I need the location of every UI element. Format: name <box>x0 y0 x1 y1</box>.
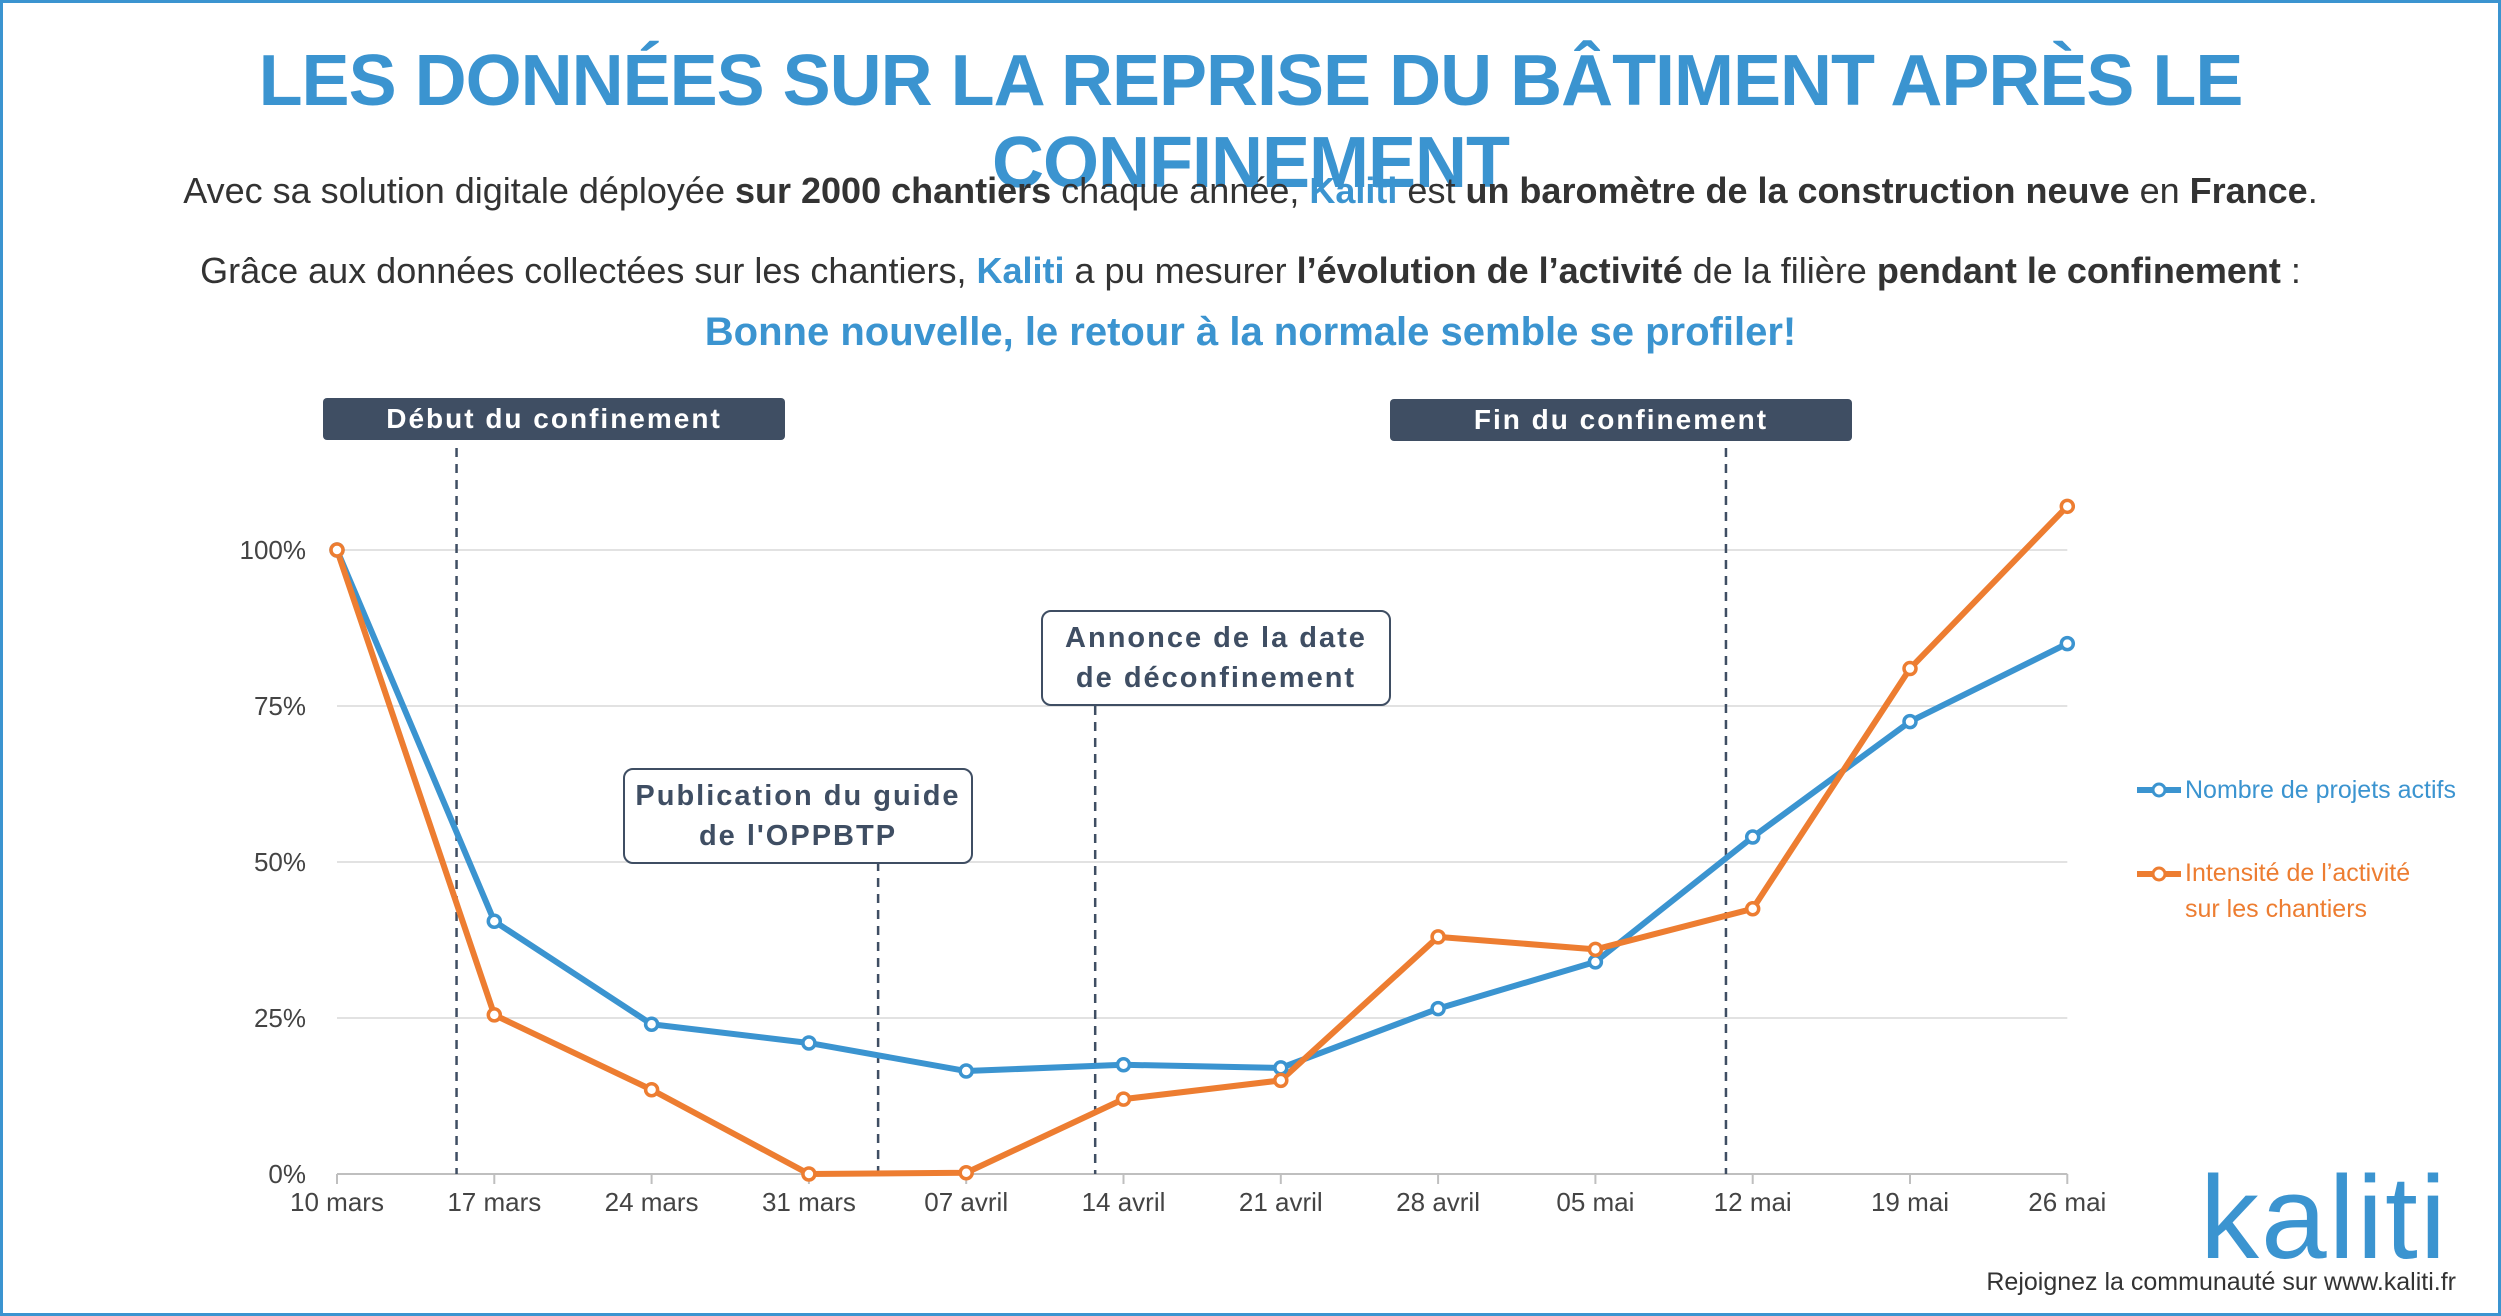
series-1-point <box>1902 713 1918 730</box>
series-1-point <box>2059 635 2076 652</box>
series-1-point <box>1587 954 1604 970</box>
intro2-text-e: de la filière <box>1682 250 1877 291</box>
series-2-point <box>1744 901 1761 917</box>
tick-layer: 0% 25% 50% 75% 100% 10 mars 17 mars 24 mars 31 m… <box>240 535 2107 1217</box>
series-2-point <box>2059 498 2076 515</box>
annonce-line-2: de déconfinement <box>1075 662 1357 694</box>
intro2-text-c: a pu mesurer <box>1064 250 1297 291</box>
x-tick-label: 05 mai <box>1556 1187 1634 1217</box>
legend-intensite-line-2: sur les chantiers <box>2185 895 2368 923</box>
legend-marker-blue <box>2151 782 2167 798</box>
series-1-point <box>1430 1000 1446 1017</box>
x-tick-label: 21 avril <box>1239 1187 1323 1217</box>
intro1-text-g: en <box>2129 170 2190 211</box>
x-tick-label: 07 avril <box>924 1187 1008 1217</box>
kaliti-logo: kaliti <box>2200 1152 2449 1284</box>
series-line-2 <box>334 503 2071 1177</box>
x-tick-label: 14 avril <box>1082 1187 1166 1217</box>
legend-marker-orange <box>2151 866 2167 882</box>
series-1-point <box>1273 1060 1289 1076</box>
legend-item-intensite: Intensité de l’activité sur les chantier… <box>2185 855 2410 927</box>
series-2-point <box>329 542 345 558</box>
series-line-1 <box>334 547 2071 1075</box>
label-debut-confinement: Début du confinement <box>323 398 785 440</box>
series-layer <box>329 498 2076 1182</box>
series-2-point <box>1115 1091 1132 1107</box>
series-2-point <box>1430 929 1446 945</box>
series-2-point <box>958 1165 974 1181</box>
y-tick-label: 100% <box>240 535 307 565</box>
intro1-text-h: France <box>2189 170 2308 211</box>
intro1-text-c: chaque année, <box>1051 170 1310 211</box>
legend-intensite-line-1: Intensité de l’activité <box>2185 859 2411 887</box>
intro1-text-a: Avec sa solution digitale déployée <box>183 170 735 211</box>
annonce-line-1: Annonce de la date <box>1065 622 1367 654</box>
grid-layer <box>336 549 2069 1184</box>
y-tick-label: 25% <box>254 1003 306 1033</box>
legend-swatches <box>2137 782 2181 882</box>
intro1-text-f: un baromètre de la construction neuve <box>1465 170 2130 211</box>
x-tick-label: 28 avril <box>1396 1187 1480 1217</box>
x-tick-label: 12 mai <box>1714 1187 1792 1217</box>
x-tick-label: 24 mars <box>605 1187 699 1217</box>
label-publication-guide: Publication du guide de l'OPPBTP <box>623 768 973 864</box>
series-1-point <box>801 1035 817 1051</box>
y-tick-label: 50% <box>254 847 306 877</box>
x-tick-label: 10 mars <box>290 1187 384 1217</box>
x-tick-label: 19 mai <box>1871 1187 1949 1217</box>
series-2-point <box>1587 941 1604 958</box>
intro1-text-e: est <box>1397 170 1466 211</box>
series-1-point <box>1744 829 1761 845</box>
x-tick-label: 17 mars <box>447 1187 541 1217</box>
intro2-text-g: : <box>2280 250 2301 291</box>
intro2-text-d: l’évolution de l’activité <box>1296 250 1683 291</box>
series-2-point <box>801 1166 817 1182</box>
label-annonce-date: Annonce de la date de déconfinement <box>1041 610 1391 706</box>
x-tick-label: 26 mai <box>2028 1187 2106 1217</box>
series-2-point <box>1902 660 1918 677</box>
intro2-text-a: Grâce aux données collectées sur les cha… <box>200 250 977 291</box>
intro2-brand: Kaliti <box>976 250 1065 291</box>
intro1-text-i: . <box>2307 170 2318 211</box>
series-1-point <box>1115 1057 1132 1073</box>
series-1-point <box>643 1016 660 1032</box>
guide-line-2: de l'OPPBTP <box>698 820 898 852</box>
y-tick-label: 0% <box>268 1159 306 1189</box>
intro-line-1: Avec sa solution digitale déployée sur 2… <box>0 170 2501 212</box>
series-2-point <box>1273 1072 1289 1089</box>
series-2-point <box>643 1082 660 1098</box>
intro1-text-b: sur 2000 chantiers <box>734 170 1052 211</box>
series-1-point <box>486 913 503 930</box>
good-news-headline: Bonne nouvelle, le retour à la normale s… <box>704 310 1797 354</box>
intro1-brand: Kaliti <box>1309 170 1398 211</box>
event-marker-layer <box>455 448 1728 1174</box>
series-2-point <box>486 1007 503 1023</box>
legend-item-projets: Nombre de projets actifs <box>2185 776 2456 804</box>
y-tick-label: 75% <box>254 691 306 721</box>
intro2-text-f: pendant le confinement <box>1876 250 2281 291</box>
intro-line-2: Grâce aux données collectées sur les cha… <box>0 250 2501 292</box>
guide-line-1: Publication du guide <box>635 780 961 812</box>
x-tick-label: 31 mars <box>762 1187 856 1217</box>
page-title: LES DONNÉES SUR LA REPRISE DU BÂTIMENT A… <box>258 41 2244 203</box>
footer-text: Rejoignez la communauté sur www.kaliti.f… <box>1986 1268 2456 1296</box>
series-1-point <box>958 1063 974 1079</box>
label-fin-confinement: Fin du confinement <box>1390 399 1852 441</box>
